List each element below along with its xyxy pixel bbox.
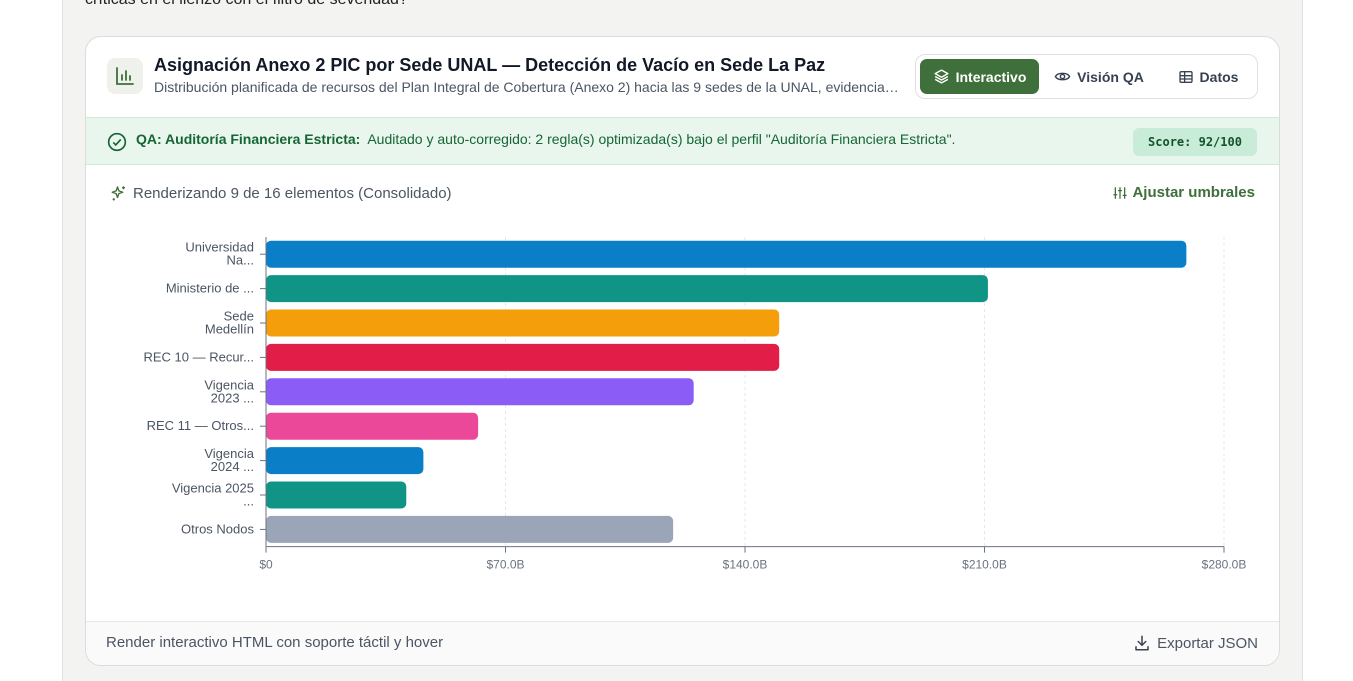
tab-interactivo[interactable]: Interactivo [920, 59, 1039, 94]
check-circle-icon [107, 132, 127, 152]
x-tick-label: $280.0B [1202, 558, 1247, 572]
export-json-button[interactable]: Exportar JSON [1133, 634, 1258, 652]
y-tick-label: REC 10 — Recur... [143, 349, 254, 364]
card-title: Asignación Anexo 2 PIC por Sede UNAL — D… [154, 55, 826, 75]
qa-banner: QA: Auditoría Financiera Estricta: Audit… [86, 117, 1279, 165]
sparkles-icon [111, 186, 125, 201]
bar-chart: Universidad Na... Ministerio de ... Sede Med… [143, 237, 1247, 572]
y-tick-label: Sede Medellín [205, 309, 254, 337]
conversation-panel: críticas en el lienzo con el filtro de s… [62, 0, 1303, 681]
y-tick-label: Vigencia 2025... [172, 481, 254, 509]
card-footer: Render interactivo HTML con soporte táct… [86, 621, 1279, 665]
bar-5[interactable] [266, 412, 479, 440]
footer-caption: Render interactivo HTML con soporte táct… [106, 634, 444, 651]
bar-6[interactable] [266, 447, 424, 475]
download-icon [1135, 635, 1149, 651]
view-tabs: Interactivo Visión QA Datos [915, 54, 1258, 99]
y-tick-label: Universidad Na... [185, 240, 254, 268]
bar-2[interactable] [266, 309, 780, 337]
bar-3[interactable] [266, 343, 780, 371]
score-badge: Score: 92/100 [1133, 128, 1257, 156]
x-tick-label: $0 [259, 558, 273, 572]
x-tick-label: $210.0B [962, 558, 1007, 572]
tab-label: Visión QA [1077, 68, 1144, 85]
y-tick-label: Otros Nodos [181, 521, 254, 536]
qa-label: QA: Auditoría Financiera Estricta: [136, 131, 361, 147]
bar-7[interactable] [266, 481, 407, 509]
qa-message: Auditado y auto-corregido: 2 regla(s) op… [367, 131, 956, 147]
y-tick-label: Vigencia 2023 ... [204, 377, 254, 405]
x-tick-label: $140.0B [723, 558, 768, 572]
y-tick-label: REC 11 — Otros... [147, 418, 254, 433]
render-info-text: Renderizando 9 de 16 elementos (Consolid… [133, 184, 452, 202]
bar-1[interactable] [266, 275, 988, 303]
bar-4[interactable] [266, 378, 694, 406]
card-subtitle: Distribución planificada de recursos del… [154, 79, 902, 95]
adjust-thresholds-button[interactable]: Ajustar umbrales [1113, 184, 1255, 201]
x-tick-label: $70.0B [486, 558, 524, 572]
tab-label: Datos [1199, 68, 1239, 85]
eye-icon [1054, 72, 1071, 81]
tab-vision-qa[interactable]: Visión QA [1043, 59, 1155, 94]
tab-label: Interactivo [955, 68, 1027, 85]
y-tick-label: Vigencia 2024 ... [204, 446, 254, 474]
render-info: Renderizando 9 de 16 elementos (Consolid… [110, 184, 452, 202]
card-header: Asignación Anexo 2 PIC por Sede UNAL — D… [86, 37, 1279, 117]
table-icon [1178, 70, 1193, 83]
bar-0[interactable] [266, 240, 1187, 268]
chart-card: Asignación Anexo 2 PIC por Sede UNAL — D… [85, 36, 1280, 666]
bar-chart-icon [107, 58, 143, 94]
qa-text: QA: Auditoría Financiera Estricta: Audit… [136, 131, 955, 147]
y-tick-label: Ministerio de ... [166, 281, 254, 296]
sliders-icon [1113, 186, 1128, 199]
prompt-text: críticas en el lienzo con el filtro de s… [85, 0, 408, 9]
layers-icon [934, 69, 949, 84]
tab-datos[interactable]: Datos [1163, 59, 1253, 94]
adjust-label: Ajustar umbrales [1132, 184, 1255, 201]
export-label: Exportar JSON [1157, 634, 1258, 652]
bar-8[interactable] [266, 515, 674, 543]
